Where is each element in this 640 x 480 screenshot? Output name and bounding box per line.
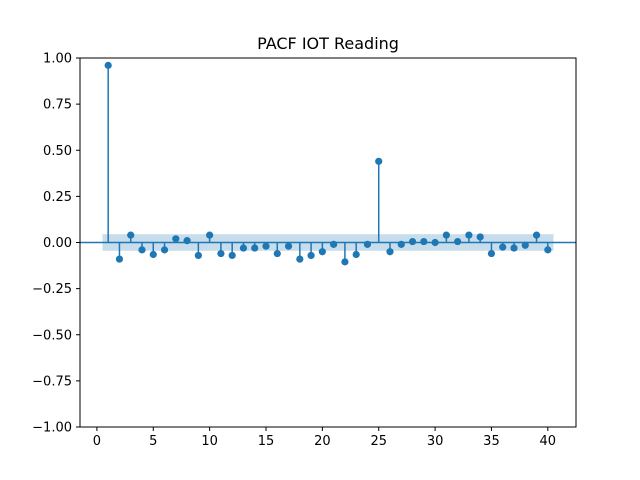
data-point <box>239 244 248 252</box>
data-point <box>149 250 157 259</box>
data-point <box>397 240 405 248</box>
data-point <box>104 61 112 69</box>
data-point <box>296 255 304 263</box>
data-point <box>160 246 169 254</box>
data-point <box>284 242 293 250</box>
y-tick-label: 0.25 <box>43 190 72 205</box>
stem-layer <box>107 65 549 262</box>
y-tick-label: 0.00 <box>43 236 72 251</box>
data-point <box>262 242 270 250</box>
data-point <box>138 246 146 254</box>
data-point <box>386 248 394 256</box>
data-point <box>330 240 338 248</box>
data-point <box>341 258 349 266</box>
data-point <box>206 231 214 239</box>
y-tick-label: 0.50 <box>43 144 72 159</box>
y-tick-label: 0.75 <box>43 98 72 113</box>
x-tick-label: 20 <box>314 434 331 449</box>
data-point <box>431 238 439 247</box>
data-point <box>521 241 529 249</box>
x-tick-label: 30 <box>427 434 444 449</box>
data-point <box>544 246 552 254</box>
data-point <box>251 244 259 252</box>
y-axis-ticks: 1.00 0.75 0.50 0.25 0.00 −0.25 −0.50 −0.75 −1.00 <box>32 52 80 436</box>
marker-layer <box>104 61 552 266</box>
data-point <box>408 237 417 246</box>
y-tick-label: −1.00 <box>32 421 72 436</box>
data-point <box>127 231 135 239</box>
x-tick-label: 10 <box>201 434 218 449</box>
data-point <box>183 237 191 245</box>
data-point <box>318 248 326 256</box>
x-tick-label: 5 <box>149 434 157 449</box>
data-point <box>487 249 496 258</box>
data-point <box>194 251 202 260</box>
data-point <box>510 244 518 252</box>
data-point <box>307 251 315 260</box>
data-point <box>375 157 383 165</box>
data-point <box>420 237 428 246</box>
x-tick-label: 40 <box>540 434 557 449</box>
data-point <box>363 240 372 248</box>
data-point <box>532 231 541 239</box>
y-tick-label: −0.75 <box>32 374 72 389</box>
data-point <box>172 235 180 243</box>
y-tick-label: −0.25 <box>32 282 72 297</box>
y-tick-label: −0.50 <box>32 328 72 343</box>
chart-title: PACF IOT Reading <box>257 34 399 53</box>
data-point <box>476 233 484 241</box>
data-point <box>442 231 450 239</box>
data-point <box>352 250 360 259</box>
data-point <box>499 243 507 251</box>
x-axis-ticks: 0 5 10 15 20 25 30 35 40 <box>93 427 556 449</box>
data-point <box>228 251 236 260</box>
x-tick-label: 35 <box>483 434 500 449</box>
data-point <box>465 231 473 239</box>
x-tick-label: 15 <box>258 434 275 449</box>
data-point <box>454 237 462 246</box>
data-point <box>273 249 281 258</box>
data-point <box>115 255 124 263</box>
x-tick-label: 0 <box>93 434 101 449</box>
y-tick-label: 1.00 <box>43 52 72 67</box>
x-tick-label: 25 <box>370 434 387 449</box>
data-point <box>217 249 225 258</box>
